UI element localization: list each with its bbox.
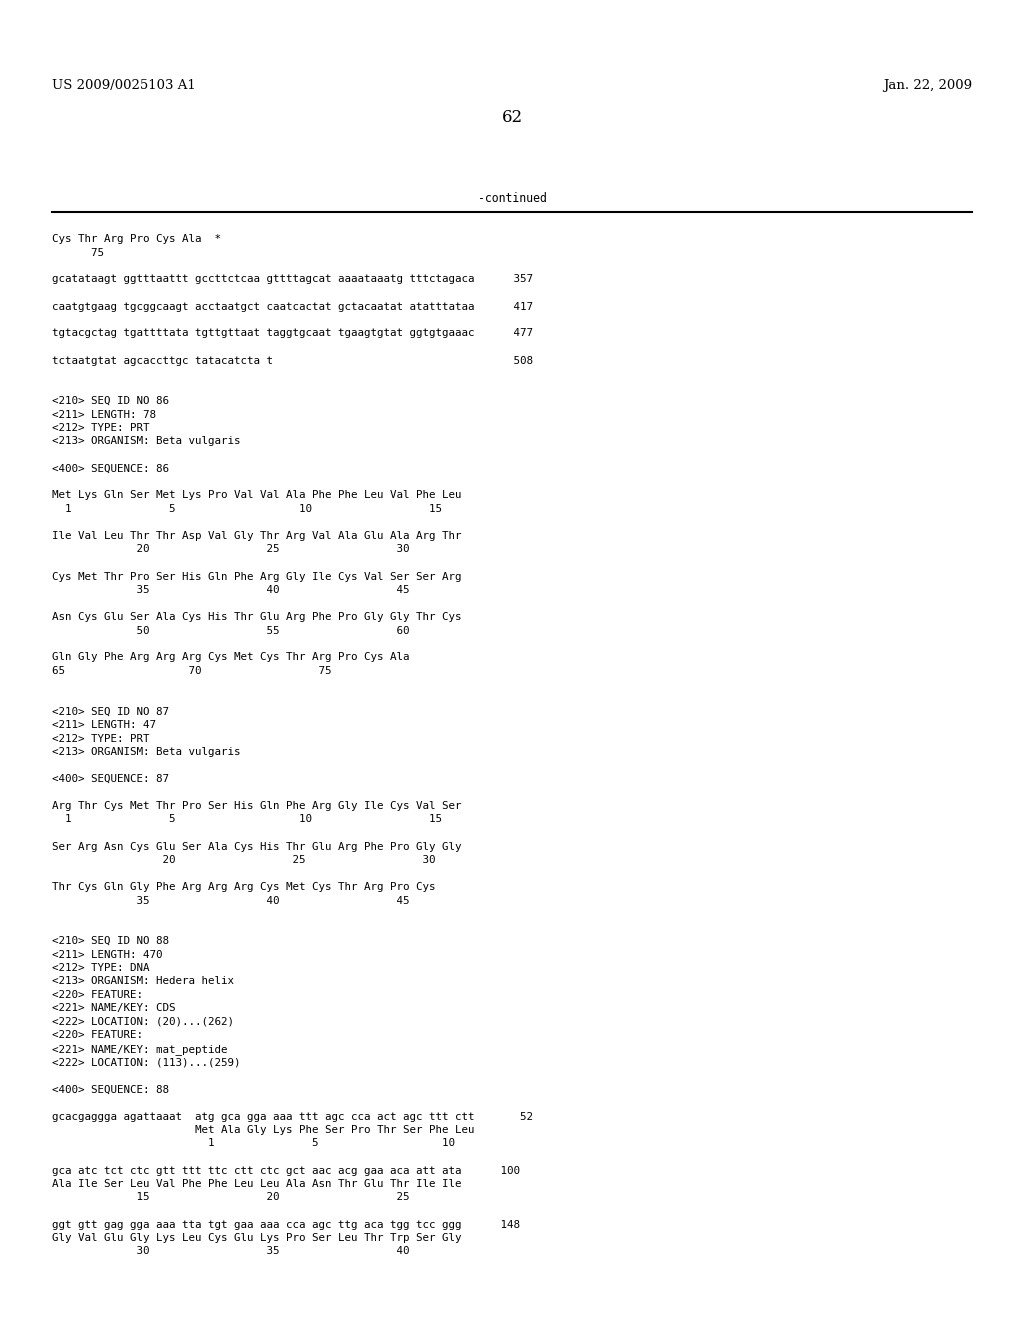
Text: Met Ala Gly Lys Phe Ser Pro Thr Ser Phe Leu: Met Ala Gly Lys Phe Ser Pro Thr Ser Phe … (52, 1125, 474, 1135)
Text: <221> NAME/KEY: CDS: <221> NAME/KEY: CDS (52, 1003, 175, 1014)
Text: caatgtgaag tgcggcaagt acctaatgct caatcactat gctacaatat atatttataa      417: caatgtgaag tgcggcaagt acctaatgct caatcac… (52, 301, 534, 312)
Text: -continued: -continued (477, 191, 547, 205)
Text: gca atc tct ctc gtt ttt ttc ctt ctc gct aac acg gaa aca att ata      100: gca atc tct ctc gtt ttt ttc ctt ctc gct … (52, 1166, 520, 1176)
Text: <400> SEQUENCE: 87: <400> SEQUENCE: 87 (52, 774, 169, 784)
Text: US 2009/0025103 A1: US 2009/0025103 A1 (52, 78, 196, 91)
Text: <213> ORGANISM: Beta vulgaris: <213> ORGANISM: Beta vulgaris (52, 747, 241, 756)
Text: tctaatgtat agcaccttgc tatacatcta t                                     508: tctaatgtat agcaccttgc tatacatcta t 508 (52, 355, 534, 366)
Text: 20                  25                  30: 20 25 30 (52, 855, 435, 865)
Text: Cys Thr Arg Pro Cys Ala  *: Cys Thr Arg Pro Cys Ala * (52, 234, 221, 244)
Text: 62: 62 (502, 110, 522, 127)
Text: 15                  20                  25: 15 20 25 (52, 1192, 410, 1203)
Text: <400> SEQUENCE: 88: <400> SEQUENCE: 88 (52, 1085, 169, 1094)
Text: <212> TYPE: PRT: <212> TYPE: PRT (52, 422, 150, 433)
Text: <221> NAME/KEY: mat_peptide: <221> NAME/KEY: mat_peptide (52, 1044, 227, 1055)
Text: <211> LENGTH: 47: <211> LENGTH: 47 (52, 719, 156, 730)
Text: 20                  25                  30: 20 25 30 (52, 544, 410, 554)
Text: 1               5                   10                  15: 1 5 10 15 (52, 814, 442, 825)
Text: Met Lys Gln Ser Met Lys Pro Val Val Ala Phe Phe Leu Val Phe Leu: Met Lys Gln Ser Met Lys Pro Val Val Ala … (52, 491, 462, 500)
Text: Jan. 22, 2009: Jan. 22, 2009 (883, 78, 972, 91)
Text: <213> ORGANISM: Hedera helix: <213> ORGANISM: Hedera helix (52, 977, 234, 986)
Text: Gly Val Glu Gly Lys Leu Cys Glu Lys Pro Ser Leu Thr Trp Ser Gly: Gly Val Glu Gly Lys Leu Cys Glu Lys Pro … (52, 1233, 462, 1243)
Text: Arg Thr Cys Met Thr Pro Ser His Gln Phe Arg Gly Ile Cys Val Ser: Arg Thr Cys Met Thr Pro Ser His Gln Phe … (52, 801, 462, 810)
Text: <213> ORGANISM: Beta vulgaris: <213> ORGANISM: Beta vulgaris (52, 437, 241, 446)
Text: 35                  40                  45: 35 40 45 (52, 585, 410, 595)
Text: ggt gtt gag gga aaa tta tgt gaa aaa cca agc ttg aca tgg tcc ggg      148: ggt gtt gag gga aaa tta tgt gaa aaa cca … (52, 1220, 520, 1229)
Text: <222> LOCATION: (113)...(259): <222> LOCATION: (113)...(259) (52, 1057, 241, 1068)
Text: Asn Cys Glu Ser Ala Cys His Thr Glu Arg Phe Pro Gly Gly Thr Cys: Asn Cys Glu Ser Ala Cys His Thr Glu Arg … (52, 612, 462, 622)
Text: 50                  55                  60: 50 55 60 (52, 626, 410, 635)
Text: Ile Val Leu Thr Thr Asp Val Gly Thr Arg Val Ala Glu Ala Arg Thr: Ile Val Leu Thr Thr Asp Val Gly Thr Arg … (52, 531, 462, 541)
Text: 35                  40                  45: 35 40 45 (52, 895, 410, 906)
Text: 65                   70                  75: 65 70 75 (52, 667, 332, 676)
Text: <400> SEQUENCE: 86: <400> SEQUENCE: 86 (52, 463, 169, 474)
Text: <210> SEQ ID NO 88: <210> SEQ ID NO 88 (52, 936, 169, 946)
Text: 30                  35                  40: 30 35 40 (52, 1246, 410, 1257)
Text: Cys Met Thr Pro Ser His Gln Phe Arg Gly Ile Cys Val Ser Ser Arg: Cys Met Thr Pro Ser His Gln Phe Arg Gly … (52, 572, 462, 582)
Text: 1               5                   10                  15: 1 5 10 15 (52, 504, 442, 513)
Text: <212> TYPE: DNA: <212> TYPE: DNA (52, 964, 150, 973)
Text: Thr Cys Gln Gly Phe Arg Arg Arg Cys Met Cys Thr Arg Pro Cys: Thr Cys Gln Gly Phe Arg Arg Arg Cys Met … (52, 882, 435, 892)
Text: <211> LENGTH: 78: <211> LENGTH: 78 (52, 409, 156, 420)
Text: Ala Ile Ser Leu Val Phe Phe Leu Leu Ala Asn Thr Glu Thr Ile Ile: Ala Ile Ser Leu Val Phe Phe Leu Leu Ala … (52, 1179, 462, 1189)
Text: <211> LENGTH: 470: <211> LENGTH: 470 (52, 949, 163, 960)
Text: <212> TYPE: PRT: <212> TYPE: PRT (52, 734, 150, 743)
Text: Ser Arg Asn Cys Glu Ser Ala Cys His Thr Glu Arg Phe Pro Gly Gly: Ser Arg Asn Cys Glu Ser Ala Cys His Thr … (52, 842, 462, 851)
Text: 75: 75 (52, 248, 104, 257)
Text: <210> SEQ ID NO 87: <210> SEQ ID NO 87 (52, 706, 169, 717)
Text: gcatataagt ggtttaattt gccttctcaa gttttagcat aaaataaatg tttctagaca      357: gcatataagt ggtttaattt gccttctcaa gttttag… (52, 275, 534, 285)
Text: gcacgaggga agattaaat  atg gca gga aaa ttt agc cca act agc ttt ctt       52: gcacgaggga agattaaat atg gca gga aaa ttt… (52, 1111, 534, 1122)
Text: tgtacgctag tgattttata tgttgttaat taggtgcaat tgaagtgtat ggtgtgaaac      477: tgtacgctag tgattttata tgttgttaat taggtgc… (52, 329, 534, 338)
Text: Gln Gly Phe Arg Arg Arg Cys Met Cys Thr Arg Pro Cys Ala: Gln Gly Phe Arg Arg Arg Cys Met Cys Thr … (52, 652, 410, 663)
Text: <222> LOCATION: (20)...(262): <222> LOCATION: (20)...(262) (52, 1016, 234, 1027)
Text: <220> FEATURE:: <220> FEATURE: (52, 990, 143, 1001)
Text: <220> FEATURE:: <220> FEATURE: (52, 1031, 143, 1040)
Text: 1               5                   10: 1 5 10 (52, 1138, 455, 1148)
Text: <210> SEQ ID NO 86: <210> SEQ ID NO 86 (52, 396, 169, 407)
